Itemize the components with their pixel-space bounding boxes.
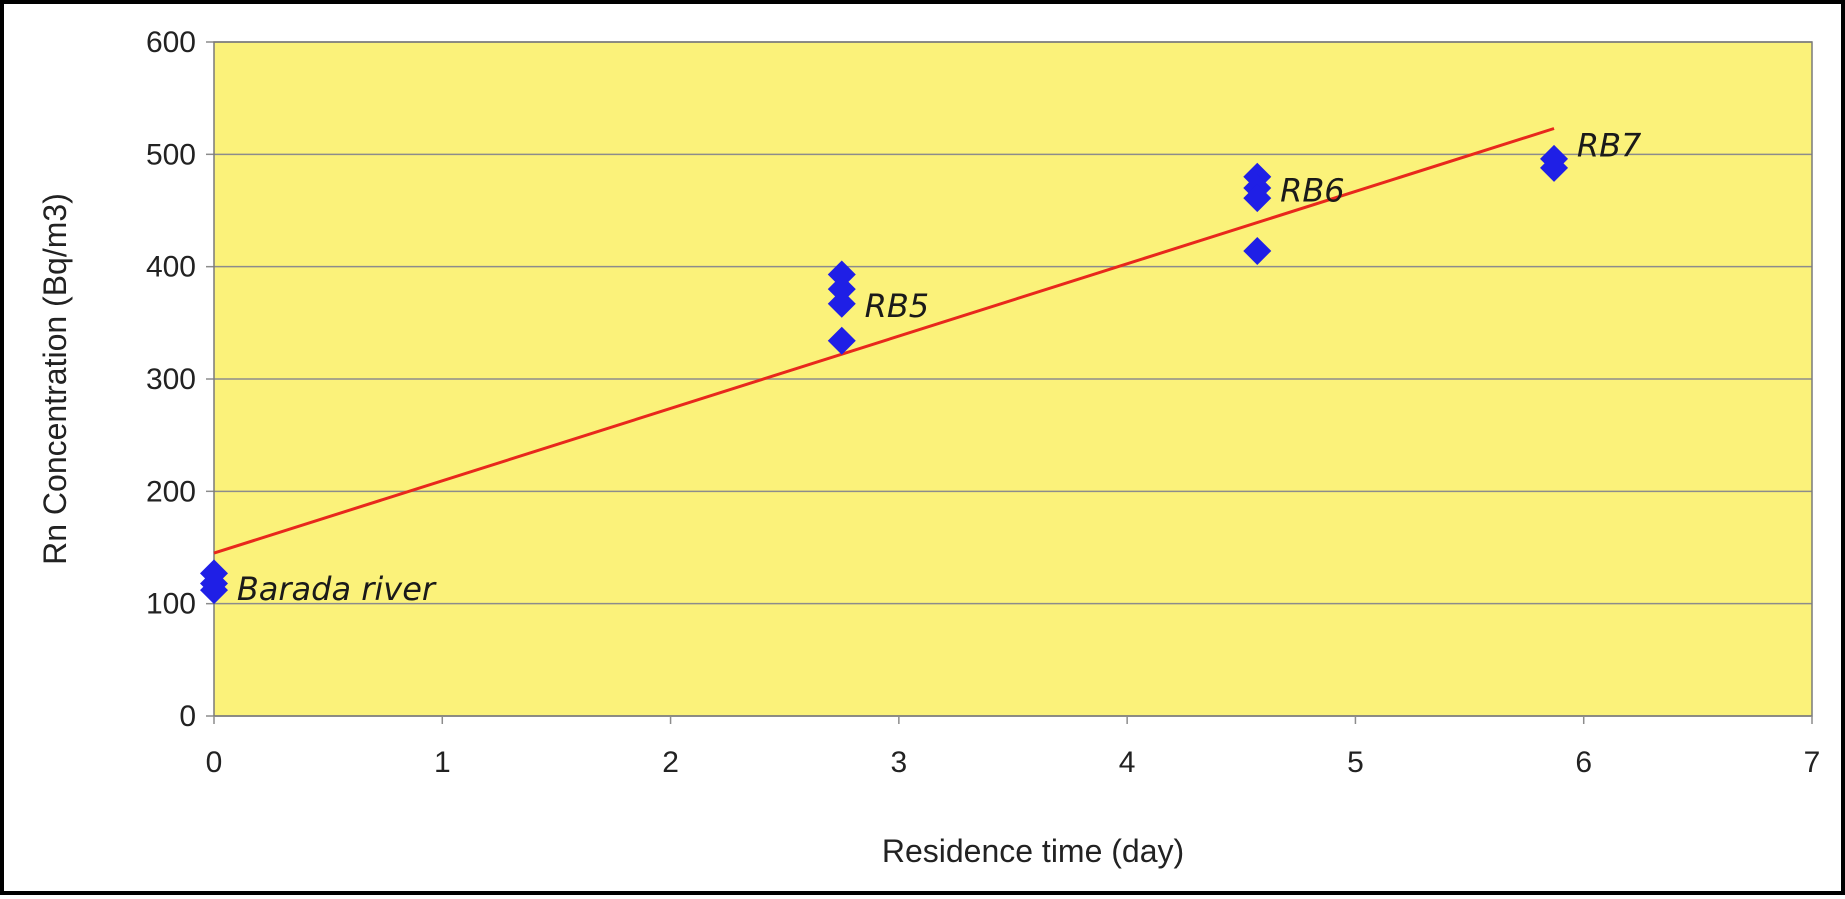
x-tick-label: 3 bbox=[891, 746, 908, 779]
point-annotation: RB7 bbox=[1577, 126, 1642, 164]
y-tick-label: 300 bbox=[146, 363, 196, 396]
plot-border bbox=[213, 41, 1813, 717]
x-tick-label: 1 bbox=[434, 746, 451, 779]
data-point-12 bbox=[1540, 153, 1569, 182]
y-tick-labels: 0 100 200 300 400 500 600 bbox=[146, 26, 196, 733]
y-tick-label: 200 bbox=[146, 475, 196, 508]
x-tick-label: 5 bbox=[1347, 746, 1364, 779]
x-axis-label: Residence time (day) bbox=[882, 833, 1184, 869]
y-tick-label: 500 bbox=[146, 138, 196, 171]
data-point-4 bbox=[827, 275, 856, 304]
y-tick-label: 600 bbox=[146, 26, 196, 59]
data-point-10 bbox=[1243, 236, 1272, 265]
data-point-9 bbox=[1243, 184, 1272, 213]
point-annotation: Barada river bbox=[237, 570, 437, 608]
data-point-5 bbox=[827, 289, 856, 318]
trendline bbox=[213, 127, 1555, 555]
data-point-2 bbox=[200, 576, 228, 605]
x-tick-label: 6 bbox=[1575, 746, 1592, 779]
data-points bbox=[200, 144, 1569, 605]
point-annotations: Barada river RB5 RB6 RB7 bbox=[237, 126, 1642, 608]
data-point-6 bbox=[827, 326, 856, 355]
point-annotation: RB5 bbox=[865, 287, 930, 325]
y-axis-label: Rn Concentration (Bq/m3) bbox=[37, 193, 73, 565]
point-annotation: RB6 bbox=[1280, 171, 1345, 209]
x-tick-label: 2 bbox=[662, 746, 679, 779]
data-point-3 bbox=[827, 260, 856, 289]
y-tick-label: 400 bbox=[146, 251, 196, 284]
y-tick-label: 0 bbox=[179, 700, 196, 733]
x-tick-label: 0 bbox=[206, 746, 223, 779]
x-tick-label: 7 bbox=[1804, 746, 1821, 779]
x-tick-label: 4 bbox=[1119, 746, 1136, 779]
scatter-chart: 0 100 200 300 400 500 600 0 1 2 3 4 5 6 7 Barada rive… bbox=[37, 26, 1821, 869]
y-tick-label: 100 bbox=[146, 588, 196, 621]
x-tick-labels: 0 1 2 3 4 5 6 7 bbox=[206, 716, 1821, 779]
